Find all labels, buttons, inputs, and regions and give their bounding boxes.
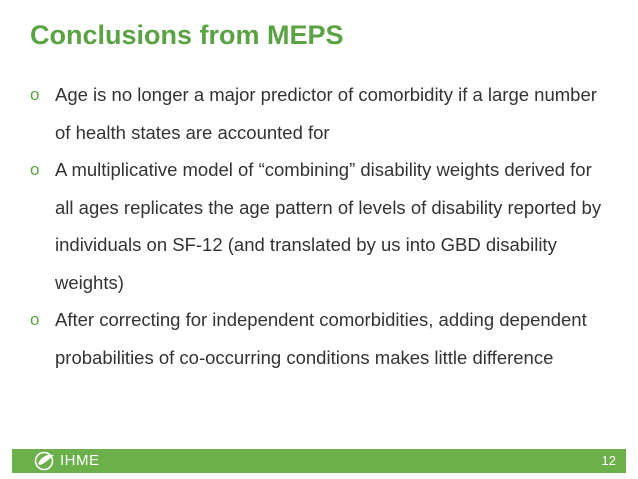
brand-name: IHME <box>60 452 100 469</box>
bullet-text: After correcting for independent comorbi… <box>55 309 587 368</box>
footer-bar: IHME 12 <box>12 449 626 473</box>
bullet-text: A multiplicative model of “combining” di… <box>55 159 602 293</box>
ihme-leaf-logo-icon <box>34 451 56 471</box>
bullet-item: o Age is no longer a major predictor of … <box>30 76 615 151</box>
bullet-marker: o <box>30 310 40 329</box>
slide-title: Conclusions from MEPS <box>30 20 344 50</box>
page-number: 12 <box>601 453 616 468</box>
bullet-item: o After correcting for independent comor… <box>30 301 615 376</box>
bullet-item: o A multiplicative model of “combining” … <box>30 151 615 301</box>
bullet-text: Age is no longer a major predictor of co… <box>55 84 597 143</box>
bullet-list: o Age is no longer a major predictor of … <box>30 76 615 376</box>
bullet-marker: o <box>30 160 40 179</box>
bullet-marker: o <box>30 85 40 104</box>
